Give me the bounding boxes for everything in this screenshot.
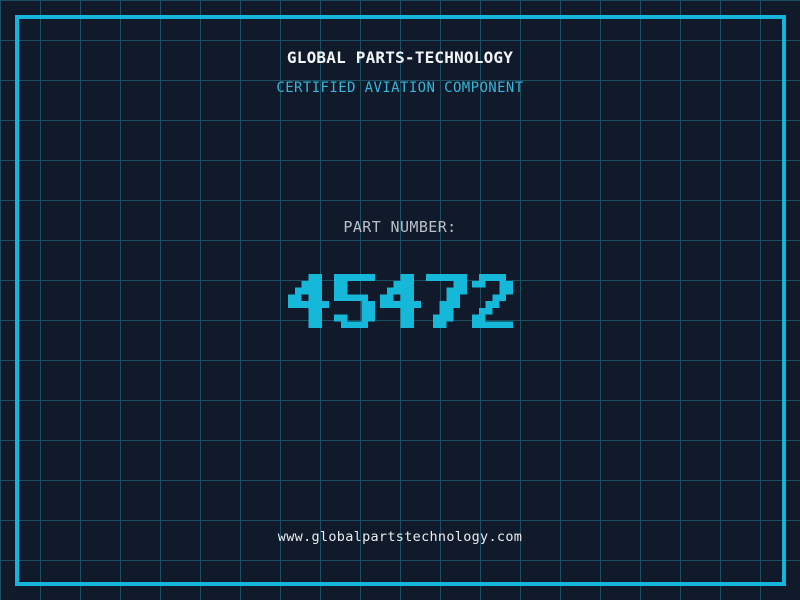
part-number-label: PART NUMBER: [343, 218, 457, 236]
part-number-digit [379, 274, 421, 328]
certification-tagline: CERTIFIED AVIATION COMPONENT [276, 80, 524, 96]
part-number-digit [471, 274, 513, 328]
part-number-digit [425, 274, 467, 328]
website-url: www.globalpartstechnology.com [277, 529, 523, 545]
part-number-digit [333, 274, 375, 328]
part-number-digit [287, 274, 329, 328]
company-name: GLOBAL PARTS-TECHNOLOGY [286, 48, 514, 67]
part-number-value [0, 274, 800, 328]
